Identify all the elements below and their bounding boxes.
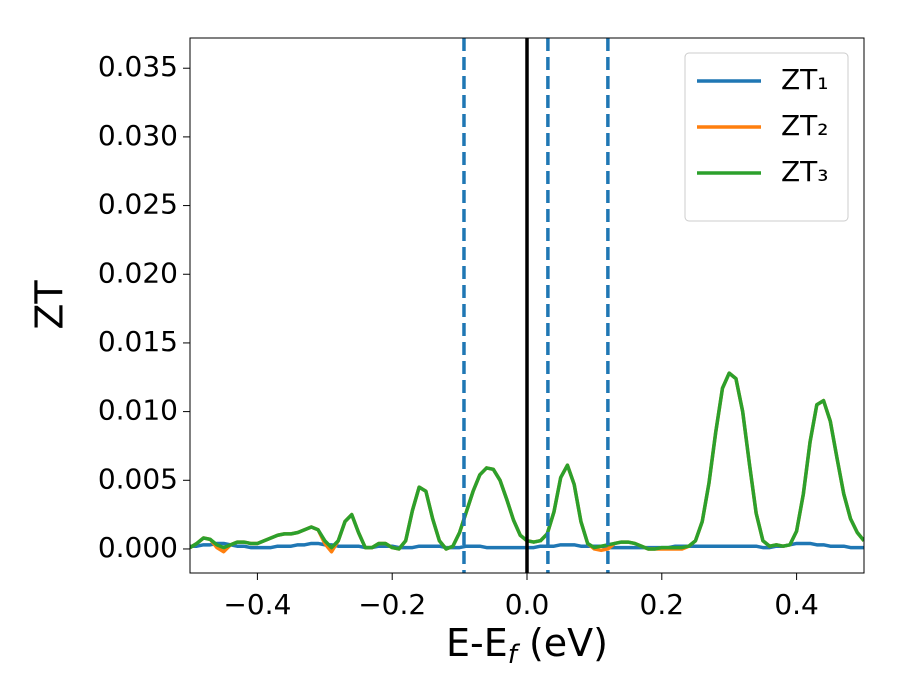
plot-frame [189, 37, 865, 574]
y-tick-label: 0.020 [98, 256, 178, 289]
y-tick-label: 0.030 [98, 119, 178, 152]
x-tick-label: 0.0 [505, 588, 550, 621]
y-tick-label: 0.035 [98, 50, 178, 83]
legend-box [684, 52, 849, 222]
y-tick-label: 0.000 [98, 531, 178, 564]
legend-label: ZT₂ [781, 109, 829, 142]
y-tick-label: 0.025 [98, 188, 178, 221]
x-tick-label: 0.2 [640, 588, 685, 621]
y-tick-label: 0.010 [98, 394, 178, 427]
legend-label: ZT₃ [781, 155, 829, 188]
x-tick-label: −0.4 [223, 588, 291, 621]
y-axis-label: ZT [28, 280, 72, 330]
y-tick-label: 0.005 [98, 462, 178, 495]
x-axis-label-unit: (eV) [517, 621, 608, 665]
x-tick-label: 0.4 [774, 588, 819, 621]
x-axis-label-main: E-E [446, 621, 508, 665]
x-axis-label: E-Ef (eV) [446, 621, 608, 670]
y-tick-label: 0.015 [98, 325, 178, 358]
legend-label: ZT₁ [781, 63, 829, 96]
x-tick-label: −0.2 [358, 588, 426, 621]
